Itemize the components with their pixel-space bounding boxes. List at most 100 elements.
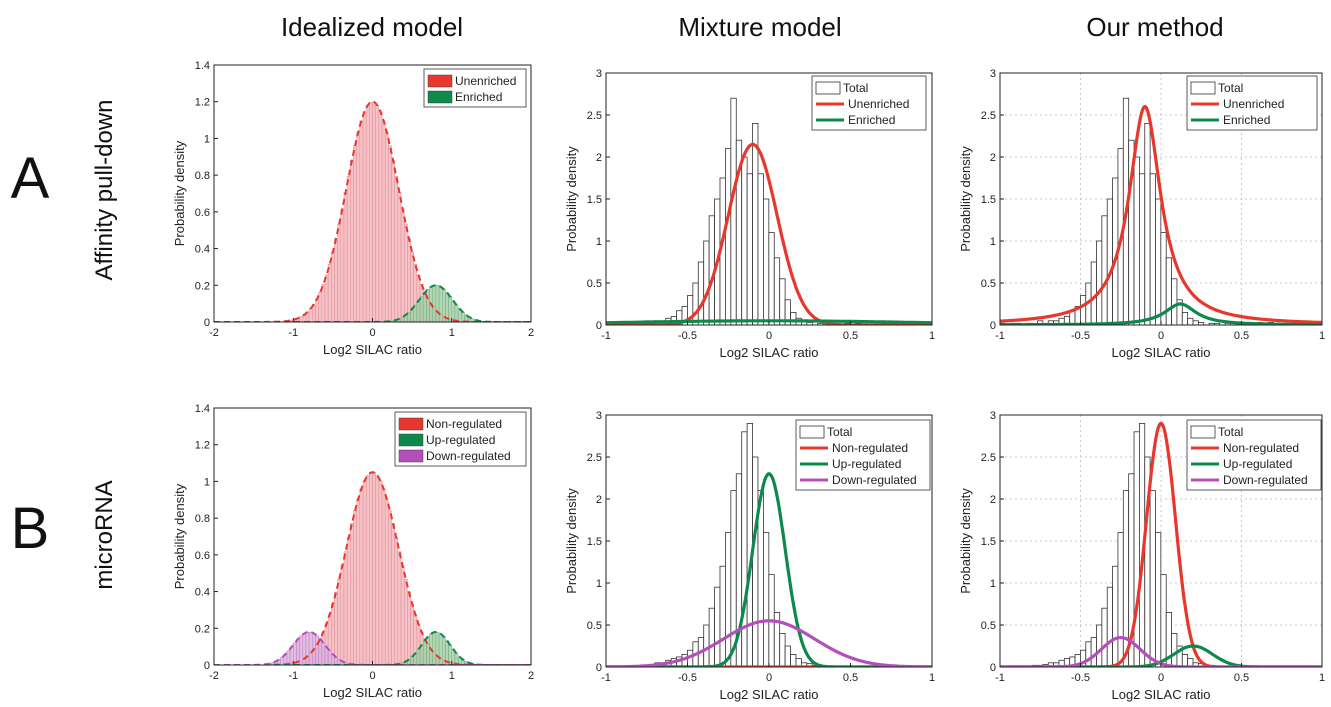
x-tick-label: 0 [1158,672,1164,684]
y-tick-label: 0.2 [195,280,210,292]
y-tick-label: 1.4 [195,403,210,415]
histogram-bar [1085,641,1092,667]
histogram-bar [741,156,748,325]
x-tick-label: 1 [1319,330,1325,342]
x-tick-label: 0 [369,327,375,339]
fit-curve-green [606,319,932,325]
legend-label: Unenriched [1223,97,1284,111]
y-tick-label: 0 [204,660,210,672]
y-tick-label: 1 [990,236,996,248]
chart-A-mixture: -1 -0.5 0 0.5 1 0 0.5 1 1.5 2 2.5 3 Log2 SILAC ratio… [564,68,935,360]
histogram-bar [773,257,781,325]
y-tick-label: 1 [596,578,602,590]
histogram-bar [1106,198,1113,325]
bar-red [369,472,373,665]
bar-green [426,288,430,322]
bar-red [362,111,367,322]
histogram-bar [1171,633,1178,667]
y-tick-label: 0 [204,317,210,329]
y-tick-label: 3 [990,410,996,422]
histogram-bar [725,532,732,667]
legend: Total Non-regulated Up-regulated Down-regul… [795,419,931,491]
bar-red [340,208,345,322]
fit-curve-green [606,472,932,667]
column-title-idealized: Idealized model [281,12,463,42]
legend-label: Down-regulated [1223,473,1308,487]
x-tick-label: 0.5 [1234,330,1249,342]
bar-red [356,498,361,665]
histogram-bar [1155,198,1162,325]
histogram-bar [1090,261,1097,325]
bar-green [438,633,443,665]
legend-swatch [427,74,453,88]
plot-area [606,422,932,667]
y-axis-label: Probability density [958,146,973,252]
histogram-bar [714,586,721,667]
x-tick-label: 2 [528,670,534,682]
legend-label: Enriched [1223,113,1270,127]
x-axis-label: Log2 SILAC ratio [1111,687,1210,702]
legend-label: Total [827,425,852,439]
bar-green [410,656,414,665]
bar-purple [321,642,326,665]
legend-swatch-total [799,425,825,439]
bar-red [400,565,405,665]
y-tick-label: 0.8 [195,513,210,525]
bar-red [343,192,348,322]
bar-purple [305,631,310,665]
chart-A-ours: -1 -0.5 0 0.5 1 0 0.5 1 1.5 2 2.5 3 Log2 SILAC ratio… [958,68,1325,360]
y-tick-label: 1.5 [587,194,602,206]
histogram-bar [779,633,786,667]
x-tick-label: -1 [995,330,1005,342]
x-tick-label: 1 [929,672,935,684]
bar-red [356,131,361,322]
y-tick-label: 2.5 [981,110,996,122]
histogram-bar [1101,215,1108,325]
y-tick-label: 0.5 [587,278,602,290]
y-tick-label: 0.2 [195,623,210,635]
histogram-bar [1181,654,1189,667]
y-axis-label: Probability density [564,146,579,252]
legend-label: Non-regulated [1223,441,1299,455]
histogram-bar [746,173,753,325]
chart-B-mixture: -1 -0.5 0 0.5 1 0 0.5 1 1.5 2 2.5 3 Log2 SILAC ratio… [564,410,935,702]
histogram-bar [752,123,759,325]
y-axis-label: Probability density [564,488,579,594]
x-tick-label: 0 [766,672,772,684]
bar-red [394,537,399,665]
bar-red [337,578,342,665]
histogram-bar [708,607,715,667]
x-tick-label: -0.5 [1071,330,1090,342]
y-tick-label: 2.5 [587,110,602,122]
y-tick-label: 2 [990,152,996,164]
x-tick-label: -1 [601,330,611,342]
bar-red [407,591,411,665]
y-tick-label: 3 [596,68,602,80]
y-tick-label: 2.5 [981,452,996,464]
legend-swatch [398,417,424,431]
y-tick-label: 1.5 [981,536,996,548]
bar-red [365,475,370,665]
histogram-bar [1101,607,1108,667]
legend-swatch-total [1190,425,1216,439]
fit-curve-red [1000,104,1322,324]
histogram-bar [730,97,737,325]
histogram-bar [1165,257,1172,325]
histogram-bar [1096,240,1103,325]
y-tick-label: 0.5 [981,278,996,290]
legend: Non-regulated Up-regulated Down-regulated [394,411,527,467]
y-tick-label: 0.6 [195,207,210,219]
histogram-bar [768,232,775,325]
legend-label: Up-regulated [832,457,901,471]
histogram-bar [1133,431,1140,667]
histogram-bar [741,431,748,667]
y-tick-label: 1 [204,476,210,488]
bar-red [397,551,402,665]
legend-label: Enriched [455,90,502,104]
y-axis-label: Probability density [172,140,187,246]
bar-green [454,304,459,322]
histogram-bar [1138,173,1146,325]
bar-red [378,111,383,322]
